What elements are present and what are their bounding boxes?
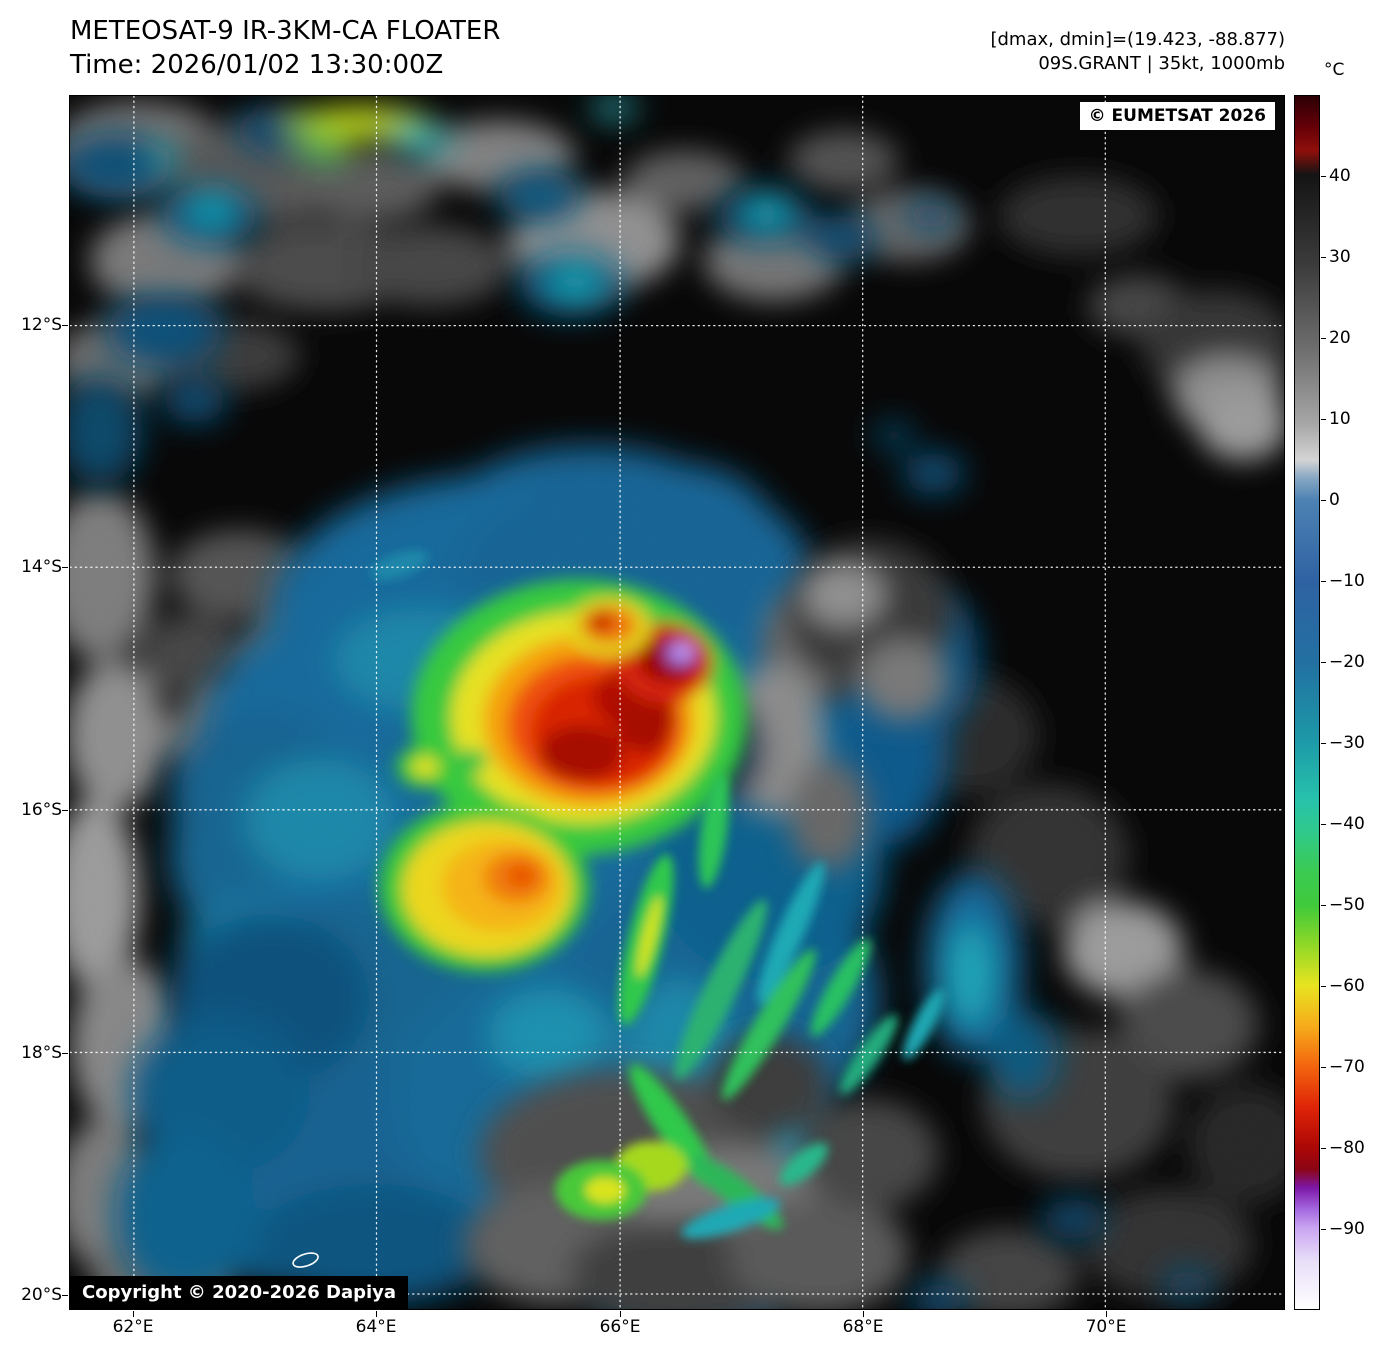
colorbar-tick-label: −40 xyxy=(1329,814,1365,834)
colorbar-tick-label: −80 xyxy=(1329,1138,1365,1158)
product-title: METEOSAT-9 IR-3KM-CA FLOATER xyxy=(70,16,501,46)
colorbar-tick xyxy=(1321,905,1326,906)
colorbar-tick xyxy=(1321,581,1326,582)
dmax-dmin-label: [dmax, dmin]=(19.423, -88.877) xyxy=(990,29,1285,50)
colorbar-tick xyxy=(1321,1229,1326,1230)
lat-label-18s: 18°S xyxy=(21,1043,62,1063)
colorbar-tick-label: −70 xyxy=(1329,1057,1365,1077)
colorbar-tick xyxy=(1321,419,1326,420)
storm-info-label: 09S.GRANT | 35kt, 1000mb xyxy=(1038,53,1285,74)
colorbar-tick xyxy=(1321,500,1326,501)
satellite-ir-scene xyxy=(70,96,1284,1309)
colorbar-tick-label: 40 xyxy=(1329,166,1351,186)
info-block: [dmax, dmin]=(19.423, -88.877) 09S.GRANT… xyxy=(990,28,1285,76)
lon-tick xyxy=(620,1311,621,1317)
colorbar-tick-label: −60 xyxy=(1329,976,1365,996)
lat-tick xyxy=(62,1295,68,1296)
colorbar-tick xyxy=(1321,824,1326,825)
colorbar-tick-label: −50 xyxy=(1329,895,1365,915)
island-outline xyxy=(292,1252,319,1268)
colorbar-tick-label: 0 xyxy=(1329,490,1340,510)
lon-tick xyxy=(376,1311,377,1317)
lat-tick xyxy=(62,1053,68,1054)
colorbar-tick-label: −90 xyxy=(1329,1219,1365,1239)
colorbar-tick-label: −30 xyxy=(1329,733,1365,753)
lat-tick xyxy=(62,810,68,811)
colorbar-tick xyxy=(1321,338,1326,339)
lat-tick xyxy=(62,567,68,568)
eumetsat-credit-badge: © EUMETSAT 2026 xyxy=(1079,102,1275,130)
colorbar-tick xyxy=(1321,176,1326,177)
lat-label-16s: 16°S xyxy=(21,800,62,820)
colorbar-tick xyxy=(1321,743,1326,744)
colorbar-tick xyxy=(1321,257,1326,258)
lon-label-64e: 64°E xyxy=(355,1317,397,1337)
copyright-badge: Copyright © 2020-2026 Dapiya xyxy=(70,1276,409,1309)
lon-label-68e: 68°E xyxy=(842,1317,884,1337)
lon-label-66e: 66°E xyxy=(599,1317,641,1337)
lat-label-12s: 12°S xyxy=(21,315,62,335)
satellite-map: © EUMETSAT 2026 Copyright © 2020-2026 Da… xyxy=(69,95,1285,1310)
lon-label-70e: 70°E xyxy=(1085,1317,1127,1337)
lat-label-20s: 20°S xyxy=(21,1285,62,1305)
colorbar-tick-label: 20 xyxy=(1329,328,1351,348)
lon-tick xyxy=(133,1311,134,1317)
colorbar-tick xyxy=(1321,662,1326,663)
colorbar-tick-label: −20 xyxy=(1329,652,1365,672)
lat-label-14s: 14°S xyxy=(21,557,62,577)
colorbar-tick-label: 30 xyxy=(1329,247,1351,267)
temperature-colorbar xyxy=(1294,95,1320,1310)
lat-tick xyxy=(62,325,68,326)
lon-tick xyxy=(1106,1311,1107,1317)
colorbar-tick xyxy=(1321,1148,1326,1149)
lon-tick xyxy=(863,1311,864,1317)
colorbar-tick-label: −10 xyxy=(1329,571,1365,591)
colorbar-unit-label: °C xyxy=(1324,60,1345,80)
colorbar-tick-label: 10 xyxy=(1329,409,1351,429)
grain-texture-overlay xyxy=(70,96,1284,1309)
colorbar-tick xyxy=(1321,986,1326,987)
colorbar-tick xyxy=(1321,1067,1326,1068)
time-label: Time: 2026/01/02 13:30:00Z xyxy=(70,50,444,80)
title-block: METEOSAT-9 IR-3KM-CA FLOATER Time: 2026/… xyxy=(70,14,500,82)
lon-label-62e: 62°E xyxy=(112,1317,154,1337)
